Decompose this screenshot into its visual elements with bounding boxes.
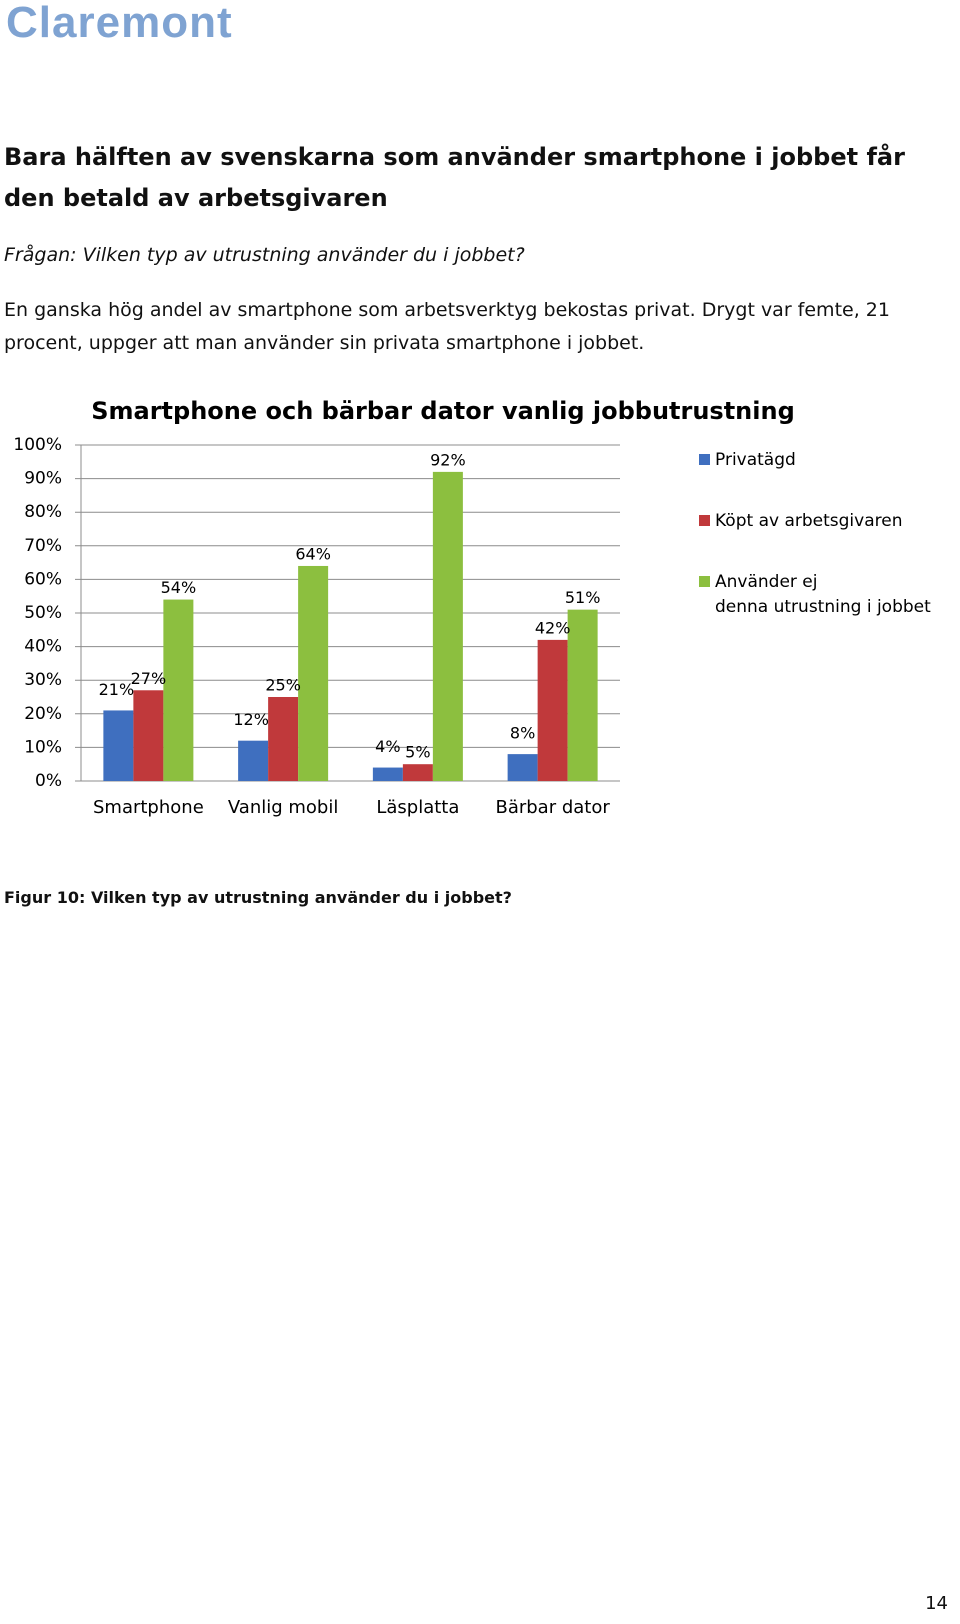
x-category-label: Smartphone [93, 797, 204, 818]
bar [268, 697, 299, 781]
legend-label: denna utrustning i jobbet [715, 597, 931, 617]
legend-swatch [699, 515, 710, 526]
x-category-label: Läsplatta [376, 797, 459, 818]
y-tick-label: 0% [35, 771, 62, 791]
bar [402, 764, 433, 781]
data-label: 12% [233, 710, 269, 729]
figure-caption: Figur 10: Vilken typ av utrustning använ… [4, 888, 512, 907]
y-tick-label: 40% [24, 637, 62, 657]
legend-label: Använder ej [715, 572, 817, 592]
legend-swatch [699, 576, 710, 587]
x-axis-categories: Smartphone Vanlig mobil Läsplatta Bärbar da… [93, 797, 610, 818]
page-number: 14 [925, 1593, 948, 1614]
bar [238, 740, 269, 781]
x-category-label: Bärbar dator [495, 797, 610, 818]
data-label: 64% [295, 544, 331, 563]
y-tick-label: 90% [24, 469, 62, 489]
legend-label: Köpt av arbetsgivaren [715, 511, 902, 531]
bar [432, 471, 463, 781]
bar [163, 599, 194, 781]
chart-data-labels: 21%27% 54% 12% 25% 64% 4% 5% 92% 8% 42% 51% [99, 450, 601, 761]
bar [537, 639, 568, 781]
claremont-logo: Claremont [6, 0, 233, 44]
survey-question: Frågan: Vilken typ av utrustning använde… [4, 244, 525, 266]
bar [372, 767, 403, 781]
y-tick-label: 10% [24, 737, 62, 757]
y-axis-ticks: 0% 10% 20% 30% 40% 50% 60% 70% 80% 90% 100% [13, 435, 62, 791]
y-tick-label: 80% [24, 502, 62, 522]
y-tick-label: 60% [24, 569, 62, 589]
bar [298, 565, 329, 781]
data-label: 92% [430, 450, 466, 469]
y-tick-label: 20% [24, 704, 62, 724]
y-tick-label: 100% [13, 435, 62, 455]
data-label: 42% [535, 618, 571, 637]
data-label: 5% [405, 743, 430, 762]
data-label: 4% [375, 737, 400, 756]
y-tick-label: 70% [24, 536, 62, 556]
data-label: 21% [99, 680, 135, 699]
y-tick-label: 50% [24, 603, 62, 623]
bar [567, 609, 598, 781]
chart-title: Smartphone och bärbar dator vanlig jobbu… [91, 397, 795, 425]
y-tick-label: 30% [24, 670, 62, 690]
data-label: 25% [265, 676, 301, 695]
data-label: 51% [565, 588, 601, 607]
chart-legend: Privatägd Köpt av arbetsgivaren Använder e… [699, 450, 931, 617]
bar-chart: Smartphone och bärbar dator vanlig jobbu… [13, 397, 931, 818]
x-category-label: Vanlig mobil [228, 797, 338, 818]
bar [133, 690, 164, 781]
body-paragraph: En ganska hög andel av smartphone som ar… [4, 299, 890, 354]
page-heading: Bara hälften av svenskarna som använder … [4, 143, 905, 212]
svg-text:Claremont: Claremont [6, 0, 233, 44]
data-label: 54% [161, 578, 197, 597]
legend-swatch [699, 454, 710, 465]
chart-bars [103, 471, 598, 781]
data-label: 8% [510, 724, 535, 743]
bar [507, 754, 538, 781]
bar [103, 710, 134, 781]
data-label: 27% [131, 669, 167, 688]
legend-label: Privatägd [715, 450, 796, 470]
